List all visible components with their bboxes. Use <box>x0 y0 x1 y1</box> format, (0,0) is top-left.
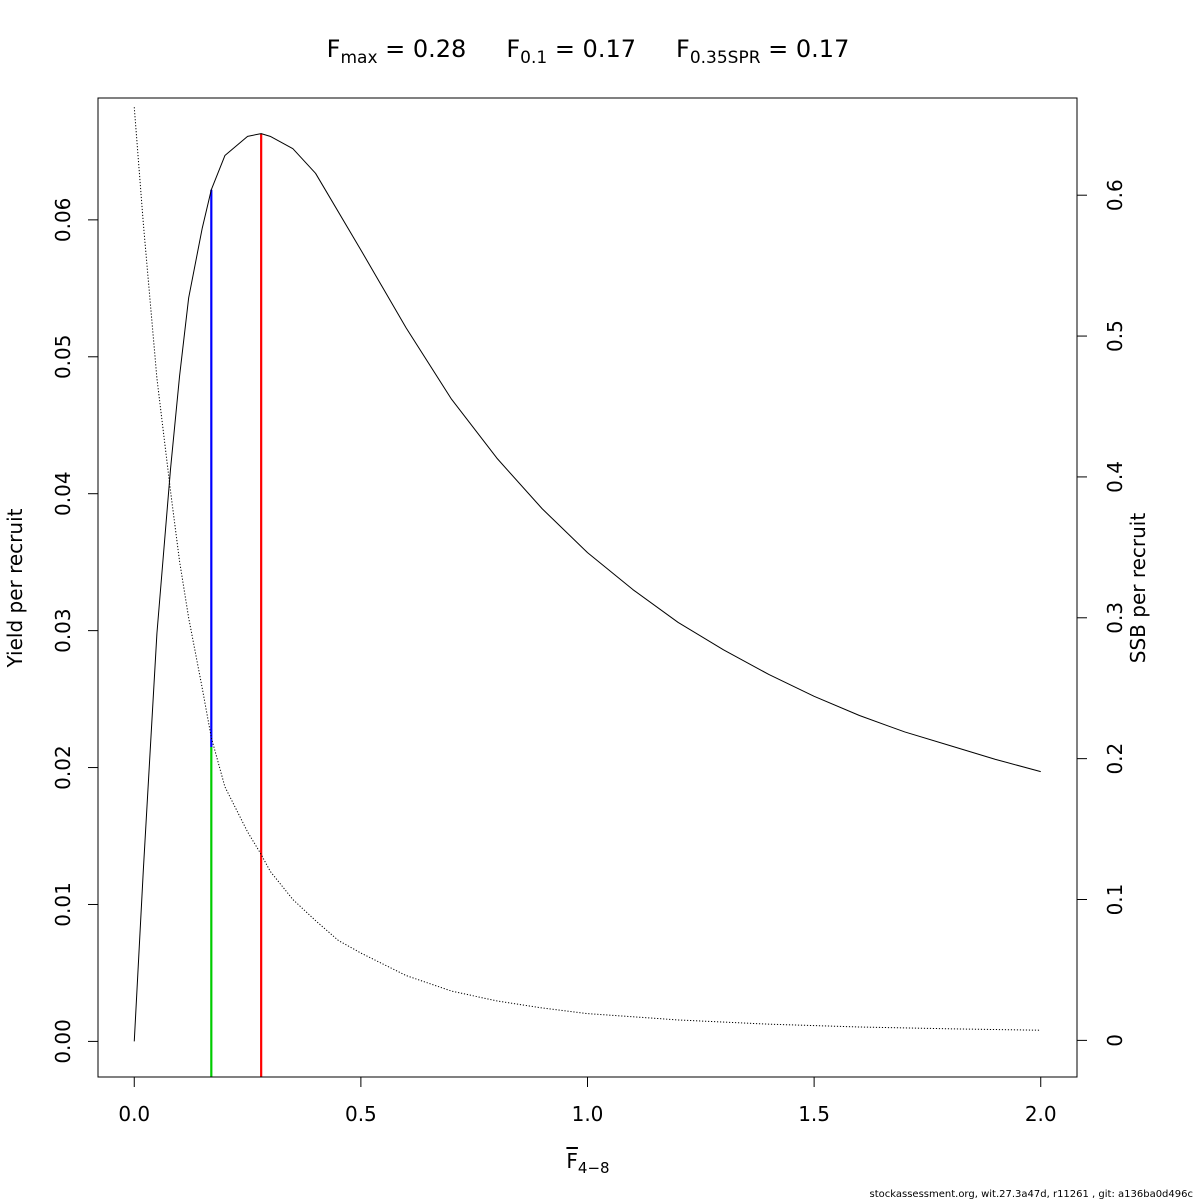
chart-title: Fmax = 0.28 F0.1 = 0.17 F0.35SPR = 0.17 <box>327 35 850 68</box>
y-left-tick-label: 0.00 <box>51 1019 75 1064</box>
x-tick-label: 0.5 <box>345 1102 377 1126</box>
x-label-base: F <box>566 1149 578 1173</box>
y-left-tick-label: 0.06 <box>51 198 75 243</box>
reference-lines <box>210 133 263 1077</box>
y-left-tick-label: 0.04 <box>51 471 75 516</box>
y-left-tick-label: 0.01 <box>51 882 75 927</box>
y-axis-right-label: SSB per recruit <box>1126 513 1150 664</box>
title-f035spr-sub: 0.35SPR <box>690 48 761 68</box>
y-axis-left-label: Yield per recruit <box>3 508 27 668</box>
title-f035spr-value: = 0.17 <box>761 35 850 63</box>
y-right-tick-label: 0.3 <box>1103 602 1127 634</box>
y-right-tick-label: 0.4 <box>1103 461 1127 493</box>
x-tick-label: 2.0 <box>1025 1102 1057 1126</box>
x-axis: 0.0 0.5 1.0 1.5 2.0 <box>118 1076 1057 1126</box>
x-axis-label: F4−8 <box>566 1149 609 1177</box>
title-f01-value: = 0.17 <box>547 35 636 63</box>
y-left-tick-label: 0.02 <box>51 745 75 790</box>
ssb-per-recruit-line <box>133 107 1041 1031</box>
x-tick-label: 1.0 <box>572 1102 604 1126</box>
y-right-tick-label: 0.6 <box>1103 179 1127 211</box>
y-right-tick-label: 0.1 <box>1103 884 1127 916</box>
footer-note: stockassessment.org, wit.27.3a47d, r1126… <box>870 1189 1194 1200</box>
title-fmax-sub: max <box>340 48 377 68</box>
title-f01-base: F <box>506 35 520 63</box>
y-right-tick-label: 0.2 <box>1103 743 1127 775</box>
yield-per-recruit-line <box>133 133 1041 1042</box>
y-left-tick-label: 0.05 <box>51 335 75 380</box>
plot-frame <box>97 97 1078 1078</box>
y-right-tick-label: 0.5 <box>1103 320 1127 352</box>
series-layer <box>133 107 1041 1042</box>
y-axis-right: 0 0.1 0.2 0.3 0.4 0.5 0.6 <box>1076 179 1127 1047</box>
title-fmax-value: = 0.28 <box>378 35 467 63</box>
x-tick-label: 0.0 <box>118 1102 150 1126</box>
x-label-sub: 4−8 <box>578 1159 610 1177</box>
y-left-tick-label: 0.03 <box>51 608 75 653</box>
title-f01-sub: 0.1 <box>520 48 547 68</box>
x-tick-label: 1.5 <box>798 1102 830 1126</box>
y-right-tick-label: 0 <box>1103 1034 1127 1047</box>
title-fmax-base: F <box>327 35 341 63</box>
y-axis-left: 0.00 0.01 0.02 0.03 0.04 0.05 0.06 <box>51 198 99 1064</box>
title-f035spr-base: F <box>676 35 690 63</box>
